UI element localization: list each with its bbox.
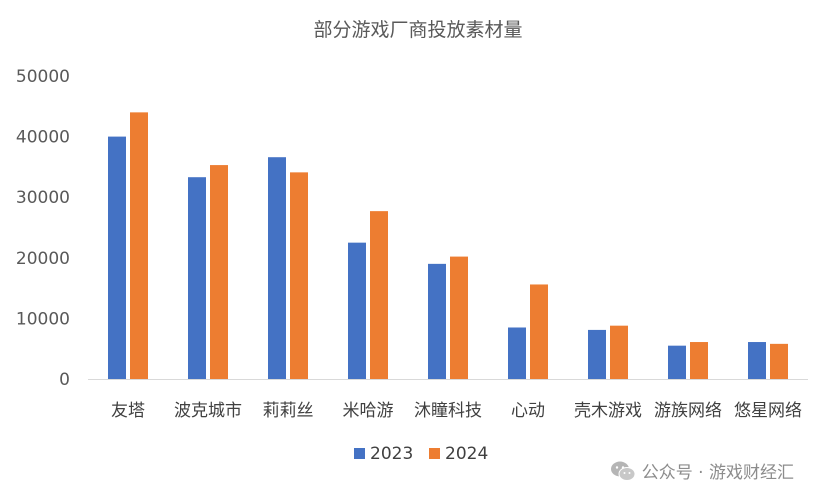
x-tick-label: 悠星网络 (734, 401, 802, 421)
y-tick-label: 40000 (16, 128, 70, 148)
bar-2024-友塔 (130, 112, 148, 380)
bar-2024-沐瞳科技 (450, 256, 468, 379)
bar-2023-悠星网络 (748, 342, 766, 379)
bar-2024-莉莉丝 (290, 172, 308, 379)
bar-2023-莉莉丝 (268, 157, 286, 379)
legend-label-2023: 2023 (370, 444, 413, 464)
y-tick-label: 50000 (16, 67, 70, 87)
bar-2024-米哈游 (370, 211, 388, 379)
x-tick-label: 米哈游 (343, 401, 394, 421)
x-tick-label: 心动 (511, 401, 545, 421)
x-tick-label: 波克城市 (174, 401, 242, 421)
bar-2024-壳木游戏 (610, 325, 628, 379)
legend-swatch-2023 (354, 448, 365, 459)
y-tick-label: 10000 (16, 309, 70, 329)
bar-2023-波克城市 (188, 177, 206, 379)
y-tick-label: 0 (59, 370, 70, 390)
bar-2023-米哈游 (348, 242, 366, 379)
legend-swatch-2024 (429, 448, 440, 459)
x-tick-label: 壳木游戏 (574, 401, 642, 421)
x-tick-label: 友塔 (111, 401, 145, 421)
watermark: 公众号 · 游戏财经汇 (610, 458, 794, 483)
x-tick-label: 沐瞳科技 (414, 401, 482, 421)
wechat-icon (610, 461, 636, 481)
bar-2023-友塔 (108, 136, 126, 379)
legend-label-2024: 2024 (445, 444, 488, 464)
bar-2024-游族网络 (690, 342, 708, 379)
x-tick-label: 莉莉丝 (263, 401, 314, 421)
watermark-text: 公众号 · 游戏财经汇 (641, 463, 794, 483)
bar-2024-波克城市 (210, 165, 228, 379)
legend: 2023 2024 (354, 444, 488, 464)
x-tick-label: 游族网络 (654, 401, 722, 421)
bar-2023-沐瞳科技 (428, 263, 446, 379)
bar-2023-心动 (508, 327, 526, 379)
y-tick-label: 30000 (16, 188, 70, 208)
x-axis: 友塔 波克城市 莉莉丝 米哈游 沐瞳科技 心动 壳木游戏 游族网络 悠星网络 (111, 401, 802, 421)
bar-2024-悠星网络 (770, 343, 788, 379)
bar-2023-游族网络 (668, 345, 686, 379)
y-axis: 0 10000 20000 30000 40000 50000 (16, 67, 70, 390)
chart-title: 部分游戏厂商投放素材量 (313, 19, 522, 41)
bars (108, 112, 788, 380)
bar-2024-心动 (530, 284, 548, 379)
y-tick-label: 20000 (16, 249, 70, 269)
bar-2023-壳木游戏 (588, 329, 606, 379)
